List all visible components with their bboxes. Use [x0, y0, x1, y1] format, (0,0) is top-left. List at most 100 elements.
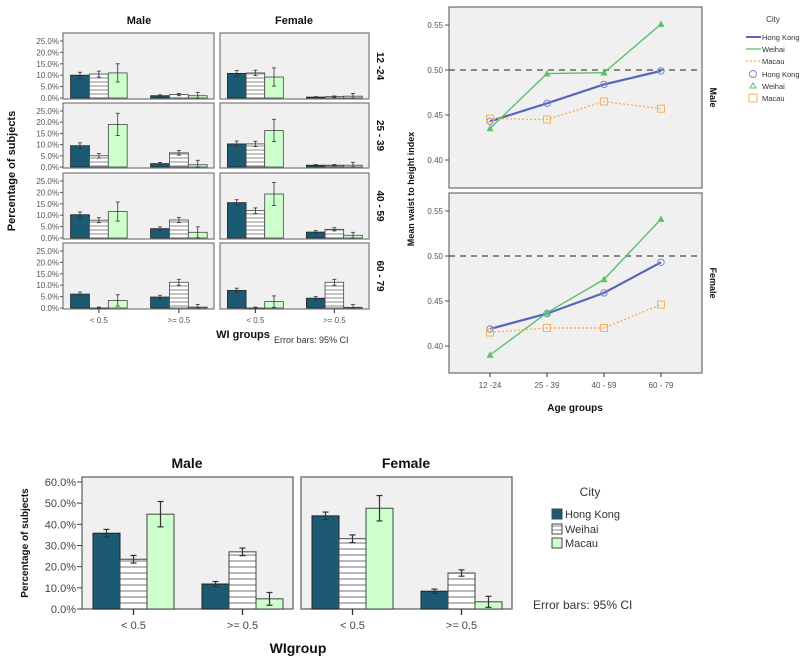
y-tick-label: 20.0% [36, 48, 59, 57]
marker-triangle [657, 20, 665, 27]
y-tick-label: 0.0% [41, 163, 59, 172]
x-tick-label: >= 0.5 [446, 620, 477, 632]
line-row-label: Female [708, 267, 718, 298]
y-tick-label: 50.0% [45, 498, 76, 510]
y-tick-label: 10.0% [36, 281, 59, 290]
marker-triangle [543, 69, 551, 77]
y-tick-label: 0.0% [41, 304, 59, 313]
y-tick-label: 10.0% [45, 583, 76, 595]
line-panel-frame [448, 192, 703, 374]
bottom-col-title-female: Female [382, 455, 430, 471]
bar-weihai [245, 143, 266, 168]
marker-triangle [486, 124, 494, 132]
series-line-weihai [489, 218, 662, 356]
marker-circle [543, 99, 551, 108]
legend-marker-square [748, 93, 758, 103]
bar-weihai [447, 572, 476, 610]
bar-hong-kong [311, 515, 340, 610]
bar-weihai [245, 72, 266, 99]
y-tick-label: 0.40 [427, 342, 443, 351]
legend-label: Macau [762, 57, 785, 66]
y-tick-label: 0.50 [427, 252, 443, 261]
marker-square [486, 328, 494, 337]
x-tick-label: < 0.5 [246, 316, 265, 325]
bar-hong-kong [201, 583, 230, 610]
legend-label: Weihai [565, 524, 598, 536]
y-tick-label: 10.0% [36, 71, 59, 80]
bar-hong-kong [70, 214, 90, 239]
y-tick-label: 0.45 [427, 297, 443, 306]
y-tick-label: 30.0% [45, 541, 76, 553]
bar-weihai [228, 551, 257, 610]
y-tick-label: 25.0% [36, 37, 59, 46]
bar-hong-kong [92, 532, 121, 610]
x-tick-label: < 0.5 [340, 620, 365, 632]
marker-square [543, 324, 551, 332]
y-axis-label: Percentage of subjects [6, 111, 18, 231]
legend-label: Weihai [762, 45, 785, 54]
x-tick-label: < 0.5 [90, 316, 109, 325]
y-tick-label: 0.45 [427, 111, 443, 120]
legend-label: Macau [565, 538, 598, 550]
marker-square [657, 104, 665, 113]
marker-square [657, 300, 665, 309]
legend-marker-triangle [749, 82, 757, 89]
x-tick-label: >= 0.5 [323, 316, 346, 325]
y-tick-label: 5.0% [41, 223, 59, 232]
y-tick-label: 20.0% [45, 562, 76, 574]
legend-label: Hong Kong [762, 33, 800, 42]
bar-weihai [245, 210, 266, 239]
bar-weihai [89, 73, 109, 99]
y-tick-label: 0.55 [427, 21, 443, 30]
marker-circle [657, 67, 665, 75]
marker-triangle [600, 275, 608, 283]
x-tick-label: 25 - 39 [535, 381, 560, 390]
series-line-weihai [489, 23, 662, 130]
y-tick-label: 5.0% [41, 152, 59, 161]
x-axis-label: WI groups [216, 329, 270, 341]
marker-square [486, 114, 494, 123]
y-tick-label: 0.55 [427, 207, 443, 216]
y-tick-label: 10.0% [36, 141, 59, 150]
legend-label: Macau [762, 94, 785, 103]
y-tick-label: 20.0% [36, 258, 59, 267]
y-tick-label: 20.0% [36, 188, 59, 197]
bar-hong-kong [70, 74, 90, 99]
y-tick-label: 25.0% [36, 247, 59, 256]
marker-triangle [486, 351, 494, 358]
bar-weihai [119, 558, 148, 610]
col-title-male: Male [127, 15, 151, 27]
y-tick-label: 40.0% [45, 519, 76, 531]
x-tick-label: 12 -24 [479, 381, 502, 390]
marker-circle [657, 258, 665, 266]
marker-square [543, 115, 551, 124]
marker-triangle [657, 215, 665, 222]
marker-circle [600, 80, 608, 89]
y-tick-label: 15.0% [36, 200, 59, 209]
row-label: 40 - 59 [374, 190, 385, 222]
y-tick-label: 0.0% [51, 604, 76, 616]
series-line-hong-kong [489, 261, 662, 330]
col-title-female: Female [275, 15, 313, 27]
row-label: 25 - 39 [374, 120, 385, 152]
x-tick-label: 40 - 59 [592, 381, 617, 390]
y-tick-label: 0.0% [41, 94, 59, 103]
legend-swatch-hong-kong [551, 508, 563, 520]
y-tick-label: 15.0% [36, 270, 59, 279]
y-tick-label: 25.0% [36, 177, 59, 186]
y-tick-label: 20.0% [36, 118, 59, 127]
y-tick-label: 15.0% [36, 60, 59, 69]
bar-weihai [324, 281, 345, 309]
legend-label: Hong Kong [565, 509, 620, 521]
bar-weihai [169, 281, 189, 309]
bottom-col-title-male: Male [171, 455, 202, 471]
y-tick-label: 0.0% [41, 234, 59, 243]
marker-triangle [600, 69, 608, 76]
y-tick-label: 10.0% [36, 211, 59, 220]
series-line-hong-kong [489, 69, 662, 123]
line-y-axis-label: Mean waist to height index [406, 132, 416, 247]
marker-square [600, 324, 608, 332]
legend-marker-circle [749, 70, 757, 78]
bottom-legend-title: City [580, 485, 601, 499]
